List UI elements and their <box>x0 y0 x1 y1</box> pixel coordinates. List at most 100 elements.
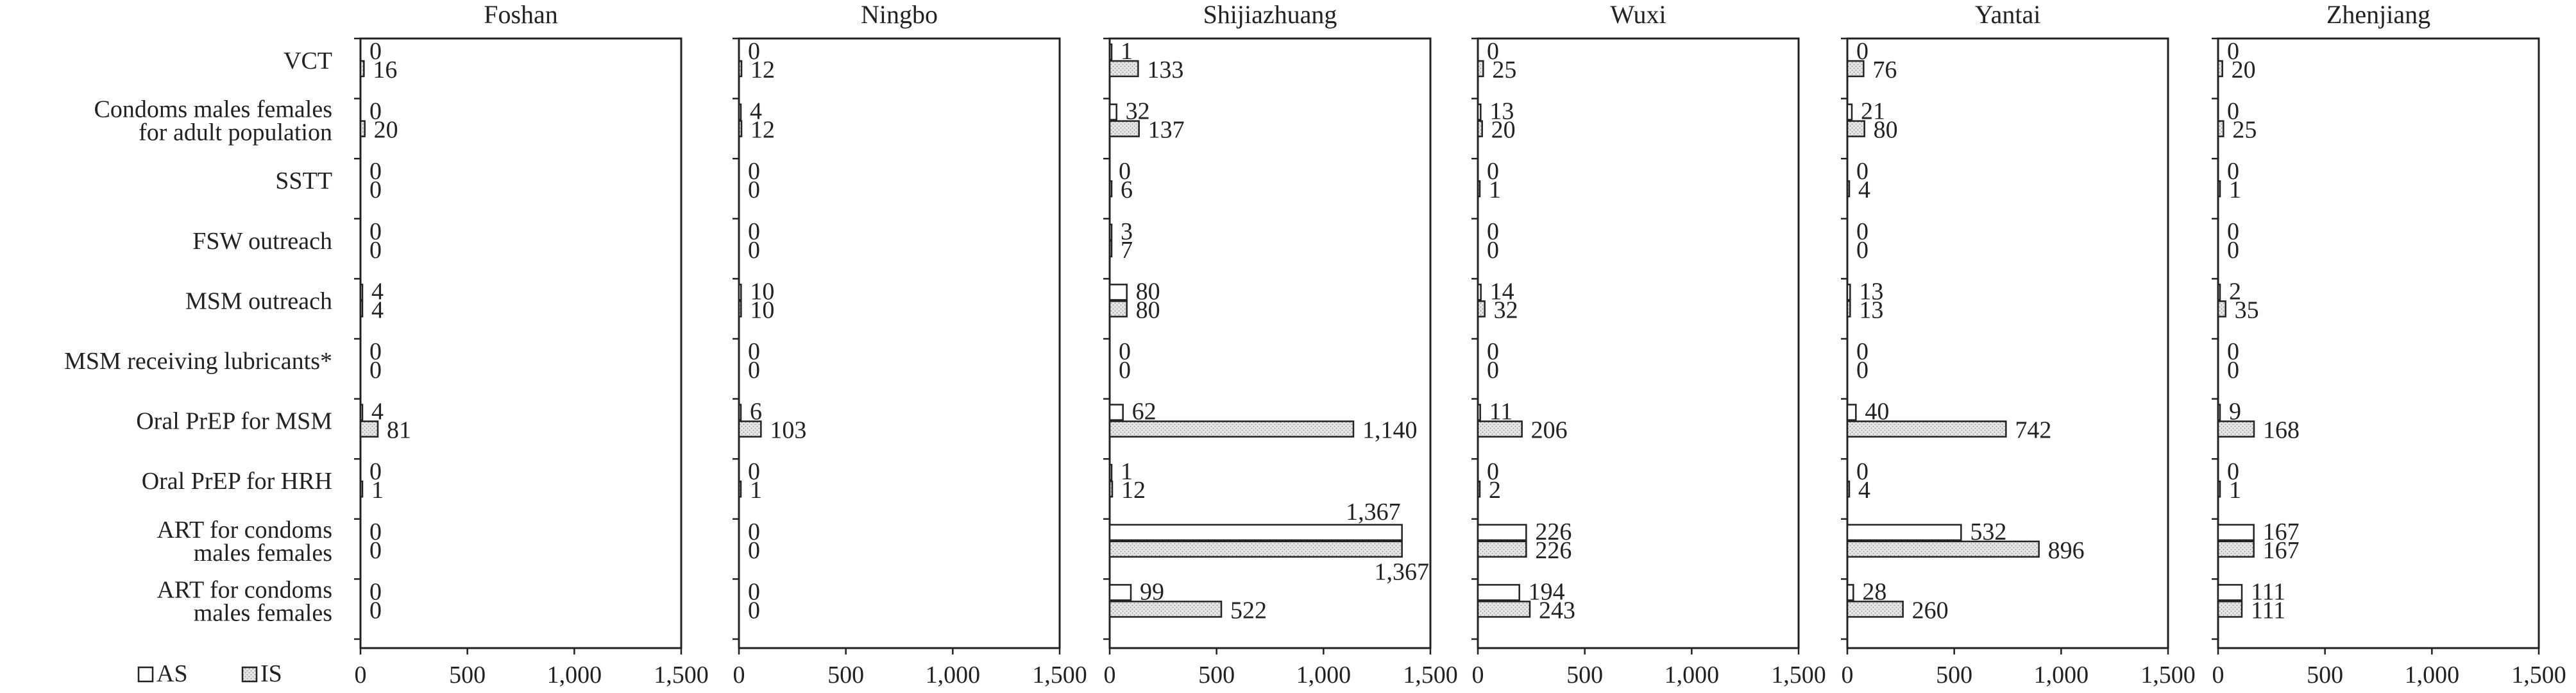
data-label-as: 0 <box>369 518 382 545</box>
category-label: FSW outreach <box>192 228 332 255</box>
bar-as <box>2217 404 2221 421</box>
data-label-as: 0 <box>369 338 382 365</box>
data-label-as: 0 <box>369 578 382 605</box>
data-label-as: 226 <box>1535 518 1572 545</box>
x-tick-label: 1,500 <box>2511 662 2566 689</box>
data-label-as: 28 <box>1862 578 1886 605</box>
data-label-as: 13 <box>1859 278 1883 305</box>
legend-swatch-as <box>137 666 154 683</box>
category-labels: VCT Condoms males females for adult popula… <box>64 47 332 626</box>
bar-is <box>1846 420 2007 438</box>
data-label-as: 0 <box>1119 338 1131 365</box>
legend: AS IS <box>137 660 282 687</box>
bar-is <box>1108 180 1113 198</box>
data-label-is: 6 <box>1121 176 1133 203</box>
bar-is <box>2217 180 2221 198</box>
bar-is <box>2217 300 2226 318</box>
x-tick-label: 1,000 <box>2405 662 2460 689</box>
data-label-is: 0 <box>369 176 382 203</box>
data-label-as: 0 <box>748 218 760 245</box>
data-label-is: 12 <box>1121 477 1146 504</box>
data-label-as: 0 <box>1856 218 1868 245</box>
data-label-as: 0 <box>2227 458 2239 485</box>
bar-is <box>2217 601 2243 618</box>
bar-as <box>2217 524 2255 542</box>
bar-as <box>1846 103 1853 121</box>
category-label: Oral PrEP for MSM <box>136 408 332 435</box>
x-tick-label: 0 <box>1104 662 1116 689</box>
bar-as <box>1108 524 1403 542</box>
data-label-is: 0 <box>1856 357 1868 384</box>
bar-is <box>738 480 742 498</box>
data-label-is: 0 <box>369 357 382 384</box>
x-tick-label: 0 <box>1842 662 1854 689</box>
plot-frame <box>1846 37 2169 649</box>
data-label-is: 0 <box>2227 357 2239 384</box>
bar-as <box>738 284 742 301</box>
data-label-is: 0 <box>748 537 760 564</box>
bar-is <box>2217 420 2255 438</box>
x-tick-label: 1,000 <box>1665 662 1720 689</box>
data-label-is: 13 <box>1859 296 1883 323</box>
data-label-is: 25 <box>1492 56 1516 83</box>
bar-is <box>1108 120 1140 137</box>
category-label: MSM outreach <box>185 287 332 314</box>
bar-is <box>1477 300 1486 318</box>
bar-is <box>1477 480 1481 498</box>
data-label-is: 168 <box>2263 417 2300 444</box>
bar-as <box>1477 524 1527 542</box>
data-label-as: 21 <box>1861 98 1885 125</box>
bar-as <box>1846 404 1857 421</box>
data-label-is: 0 <box>748 597 760 624</box>
data-label-is: 0 <box>1487 357 1499 384</box>
panel-title: Ningbo <box>861 0 938 29</box>
data-label-as: 0 <box>1856 38 1868 65</box>
data-label-as: 3 <box>1121 218 1133 245</box>
legend-label-is: IS <box>260 660 282 687</box>
legend-label-as: AS <box>157 660 188 687</box>
bar-is <box>1477 601 1531 618</box>
bar-is <box>359 60 365 78</box>
bar-as <box>1108 43 1113 61</box>
panel-title: Yantai <box>1975 0 2041 29</box>
data-label-as: 0 <box>2227 98 2239 125</box>
data-label-is: 4 <box>1858 176 1870 203</box>
data-label-as: 194 <box>1529 578 1565 605</box>
data-label-as: 0 <box>1856 338 1868 365</box>
data-label-as: 0 <box>369 158 382 185</box>
panel-title: Wuxi <box>1610 0 1666 29</box>
data-label-as: 14 <box>1490 278 1514 305</box>
bar-is <box>2217 540 2255 558</box>
data-label-is: 0 <box>748 237 760 264</box>
bar-is <box>2217 60 2223 78</box>
data-label-is: 4 <box>1858 477 1870 504</box>
data-label-as: 532 <box>1970 518 2006 545</box>
data-label-as: 0 <box>2227 218 2239 245</box>
category-label: ART for condoms males females <box>157 576 332 626</box>
bar-is <box>1846 180 1851 198</box>
bar-is <box>1846 120 1865 137</box>
data-label-as: 0 <box>2227 38 2239 65</box>
bar-is <box>1477 60 1484 78</box>
bar-as <box>1108 463 1113 481</box>
category-label: SSTT <box>275 167 332 194</box>
data-label-as: 0 <box>1487 38 1499 65</box>
bar-is <box>738 300 742 318</box>
data-label-as: 0 <box>1856 158 1868 185</box>
bar-is <box>1846 601 1904 618</box>
bar-is <box>738 60 743 78</box>
x-tick-label: 1,500 <box>1032 662 1087 689</box>
data-label-as: 80 <box>1136 278 1160 305</box>
bar-is <box>1477 420 1523 438</box>
x-tick-label: 0 <box>1472 662 1484 689</box>
data-label-is: 0 <box>1856 237 1868 264</box>
data-label-as: 1 <box>1121 458 1133 485</box>
bar-is <box>1108 480 1114 498</box>
data-label-is: 1 <box>2229 176 2241 203</box>
plot-frame <box>738 37 1061 649</box>
x-tick-label: 0 <box>355 662 367 689</box>
